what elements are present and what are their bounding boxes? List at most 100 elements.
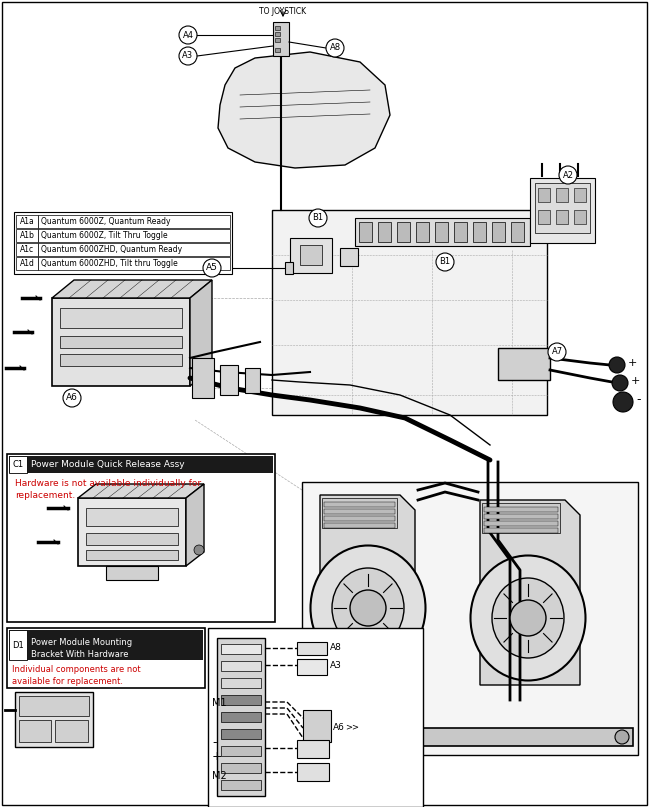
Bar (378, 222, 391, 242)
Bar (416, 222, 429, 242)
Text: Quantum 6000ZHD, Tilt thru Toggle: Quantum 6000ZHD, Tilt thru Toggle (41, 259, 178, 268)
Bar (492, 222, 505, 242)
Text: A1c: A1c (20, 245, 34, 254)
Ellipse shape (310, 546, 426, 671)
Bar (221, 746, 261, 756)
Bar (340, 248, 358, 266)
Bar (7, 628, 205, 688)
Bar (16, 215, 38, 228)
Bar (245, 368, 260, 393)
Text: M1: M1 (212, 698, 227, 708)
Bar (275, 38, 280, 42)
Polygon shape (186, 484, 204, 566)
Text: A7: A7 (552, 348, 563, 357)
Bar (322, 498, 397, 528)
Bar (19, 696, 89, 716)
Text: >>: >> (345, 722, 359, 731)
Polygon shape (218, 52, 390, 168)
Polygon shape (302, 482, 638, 755)
Bar (86, 508, 178, 526)
Ellipse shape (471, 555, 585, 680)
Bar (324, 509, 395, 514)
Bar (38, 243, 230, 256)
Circle shape (510, 600, 546, 636)
Text: Quantum 6000Z, Quantum Ready: Quantum 6000Z, Quantum Ready (41, 217, 171, 226)
Circle shape (612, 375, 628, 391)
Bar (86, 550, 178, 560)
Bar (355, 218, 530, 246)
Text: A2: A2 (563, 170, 574, 179)
Bar (60, 336, 182, 348)
Bar (303, 710, 331, 742)
Bar (14, 212, 232, 274)
Text: Quantum 6000ZHD, Quantum Ready: Quantum 6000ZHD, Quantum Ready (41, 245, 182, 254)
Bar (38, 229, 230, 242)
Bar (308, 728, 633, 746)
Text: +: + (631, 376, 641, 386)
Bar (574, 188, 586, 202)
Bar (530, 178, 595, 243)
Text: A4: A4 (182, 31, 193, 40)
Circle shape (179, 26, 197, 44)
Bar (221, 780, 261, 790)
Text: TO JOYSTICK: TO JOYSTICK (260, 7, 306, 16)
Polygon shape (78, 484, 204, 498)
Text: A6: A6 (66, 394, 78, 403)
Bar (535, 183, 590, 233)
Circle shape (613, 392, 633, 412)
Text: A1b: A1b (19, 231, 34, 240)
Bar (300, 245, 322, 265)
Polygon shape (52, 280, 212, 298)
Polygon shape (190, 280, 212, 386)
Polygon shape (480, 500, 580, 685)
Bar (297, 642, 327, 655)
Text: -: - (212, 737, 217, 750)
Bar (217, 638, 265, 796)
Bar (484, 521, 558, 526)
Bar (275, 32, 280, 36)
Bar (556, 210, 568, 224)
Bar (498, 348, 550, 380)
Bar (397, 222, 410, 242)
Circle shape (63, 389, 81, 407)
Bar (221, 763, 261, 773)
Bar (221, 644, 261, 654)
Bar (482, 503, 560, 533)
Circle shape (203, 259, 221, 277)
Text: +: + (212, 750, 223, 763)
Bar (221, 712, 261, 722)
Circle shape (609, 357, 625, 373)
Bar (297, 740, 329, 758)
Text: A8: A8 (330, 44, 341, 52)
Text: Quantum 6000Z, Tilt Thru Toggle: Quantum 6000Z, Tilt Thru Toggle (41, 231, 167, 240)
Text: B1: B1 (312, 214, 324, 223)
Bar (19, 720, 51, 742)
Bar (556, 188, 568, 202)
Bar (16, 257, 38, 270)
Text: +: + (628, 358, 637, 368)
Text: Power Module Quick Release Assy: Power Module Quick Release Assy (31, 460, 184, 469)
Bar (16, 229, 38, 242)
Circle shape (559, 166, 577, 184)
Text: -: - (636, 394, 641, 407)
Text: B1: B1 (439, 257, 450, 266)
Bar (285, 262, 293, 274)
Bar (86, 533, 178, 545)
Bar (9, 630, 203, 660)
Bar (454, 222, 467, 242)
Text: A1a: A1a (19, 217, 34, 226)
Circle shape (311, 730, 325, 744)
Bar (324, 523, 395, 528)
Bar (272, 210, 547, 415)
Circle shape (179, 47, 197, 65)
Bar (38, 215, 230, 228)
Bar (484, 528, 558, 533)
Text: Individual components are not
available for replacement.: Individual components are not available … (12, 665, 141, 686)
Bar (574, 210, 586, 224)
Bar (275, 48, 280, 52)
Text: A6: A6 (333, 722, 345, 731)
Circle shape (194, 545, 204, 555)
Bar (359, 222, 372, 242)
Bar (435, 222, 448, 242)
Bar (221, 729, 261, 739)
